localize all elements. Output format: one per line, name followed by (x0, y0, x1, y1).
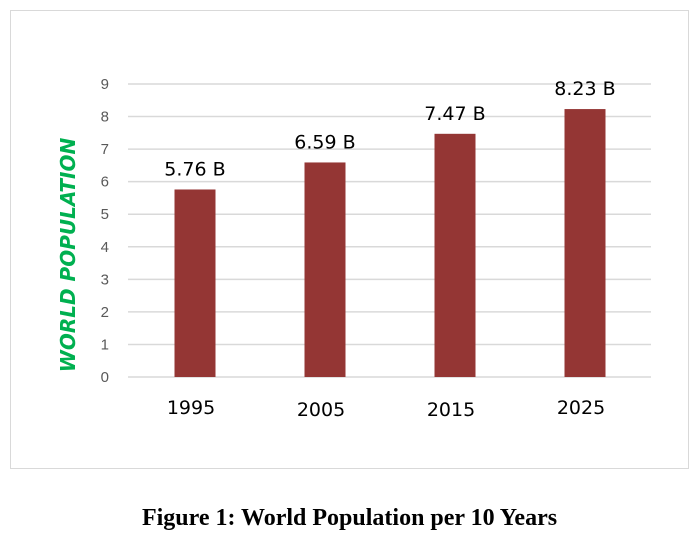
x-tick-label: 2015 (427, 399, 475, 421)
y-axis-label: WORLD POPULATION (56, 138, 80, 373)
y-tick-label: 1 (101, 336, 109, 353)
bar-2005 (304, 162, 346, 377)
y-tick-label: 2 (101, 304, 109, 321)
y-tick-label: 9 (101, 76, 109, 93)
data-label: 6.59 B (294, 131, 355, 153)
data-label: 5.76 B (164, 158, 225, 180)
figure-caption: Figure 1: World Population per 10 Years (141, 505, 558, 531)
x-tick-label: 1995 (167, 397, 215, 419)
y-tick-label: 4 (101, 239, 109, 256)
y-tick-label: 5 (101, 206, 109, 223)
bar-2025 (564, 109, 606, 377)
y-tick-label: 0 (101, 369, 109, 386)
data-label: 7.47 B (424, 103, 485, 125)
data-label: 8.23 B (554, 78, 615, 100)
bar-2015 (434, 133, 476, 377)
x-tick-label: 2025 (557, 397, 605, 419)
bar-1995 (174, 189, 216, 377)
x-tick-label: 2005 (297, 399, 345, 421)
y-tick-label: 7 (101, 141, 109, 158)
y-tick-label: 6 (101, 174, 109, 191)
y-tick-label: 3 (101, 271, 109, 288)
y-tick-label: 8 (101, 109, 109, 126)
